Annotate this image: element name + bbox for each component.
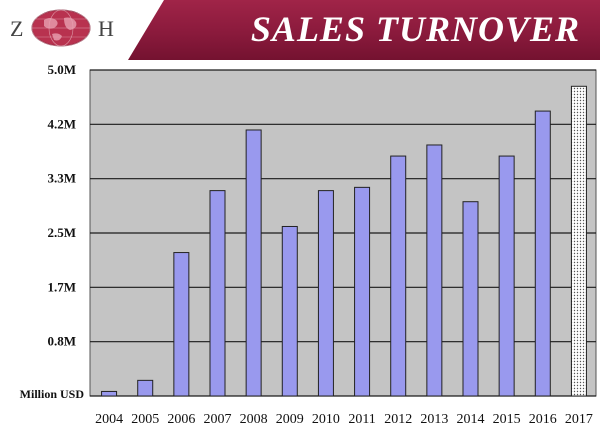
x-tick-label: 2010 [312,412,340,427]
bar-2014 [462,201,479,397]
sales-bar-chart: Million USD 0.8M 1.7M 2.5M 3.3M 4.2M 5.0M 2004… [20,62,597,427]
header: Z H SALES TURNOVER [0,0,600,60]
bar-2005 [137,379,154,397]
bar-2017-forecast [570,85,587,397]
x-tick-label: 2005 [131,412,159,427]
x-tick-label: 2011 [348,412,375,427]
bar-2016 [534,110,551,397]
x-tick-label: 2008 [240,412,268,427]
title-banner: SALES TURNOVER [128,0,600,60]
x-tick-label: 2016 [529,412,557,427]
x-axis-tick-labels: 2004 2005 2006 2007 2008 2009 2010 2011 2012 2013… [95,412,593,427]
bar-2012 [390,155,407,397]
x-tick-label: 2014 [457,412,485,427]
bar-2009 [281,225,298,397]
logo-letter-left: Z [10,16,25,41]
bar-2010 [317,190,334,397]
bar-2004 [101,390,118,397]
y-tick-label: 1.7M [47,279,76,294]
y-tick-label: 3.3M [47,171,76,186]
bar-2008 [245,129,262,397]
bar-2007 [209,190,226,397]
bar-2013 [426,144,443,397]
bars [101,85,587,397]
y-tick-label: 0.8M [47,334,76,349]
bar-2006 [173,252,190,397]
y-tick-label: 5.0M [47,62,76,77]
y-tick-label: 2.5M [47,225,76,240]
x-tick-label: 2004 [95,412,123,427]
x-tick-label: 2013 [420,412,448,427]
globe-icon [31,9,91,47]
company-logo: Z H [6,6,118,50]
bar-2011 [354,186,371,397]
x-tick-label: 2006 [167,412,195,427]
logo-letter-right: H [98,16,115,41]
y-axis-tick-labels: Million USD 0.8M 1.7M 2.5M 3.3M 4.2M 5.0M [20,62,85,401]
page-title: SALES TURNOVER [250,9,580,49]
x-tick-label: 2015 [493,412,521,427]
y-tick-label: 4.2M [47,116,76,131]
bar-2015 [498,155,515,397]
x-tick-label: 2007 [204,412,232,427]
x-tick-label: 2012 [384,412,412,427]
x-tick-label: 2017 [565,412,593,427]
y-axis-unit-label: Million USD [20,387,85,401]
x-tick-label: 2009 [276,412,304,427]
